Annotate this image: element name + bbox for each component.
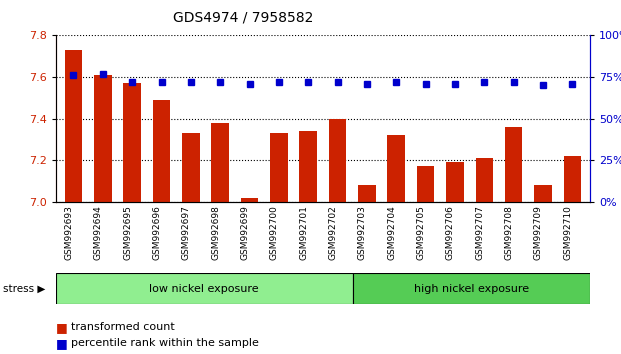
Bar xyxy=(534,185,552,202)
Bar xyxy=(94,75,112,202)
Bar xyxy=(476,158,493,202)
Text: GSM992702: GSM992702 xyxy=(329,205,338,260)
Text: GDS4974 / 7958582: GDS4974 / 7958582 xyxy=(173,11,313,25)
Text: high nickel exposure: high nickel exposure xyxy=(414,284,529,293)
Bar xyxy=(505,127,522,202)
Text: GSM992710: GSM992710 xyxy=(563,205,573,260)
Text: GSM992697: GSM992697 xyxy=(182,205,191,260)
Bar xyxy=(417,166,435,202)
Text: ■: ■ xyxy=(56,321,68,334)
Text: ■: ■ xyxy=(56,337,68,350)
Bar xyxy=(353,273,590,304)
Bar xyxy=(270,133,288,202)
Text: GSM992696: GSM992696 xyxy=(153,205,161,260)
Bar xyxy=(563,156,581,202)
Bar xyxy=(446,162,464,202)
Text: GSM992695: GSM992695 xyxy=(123,205,132,260)
Text: GSM992709: GSM992709 xyxy=(534,205,543,260)
Text: GSM992700: GSM992700 xyxy=(270,205,279,260)
Text: GSM992704: GSM992704 xyxy=(388,205,396,260)
Text: GSM992693: GSM992693 xyxy=(65,205,73,260)
Bar xyxy=(211,123,229,202)
Text: percentile rank within the sample: percentile rank within the sample xyxy=(71,338,260,348)
Text: GSM992701: GSM992701 xyxy=(299,205,308,260)
Text: GSM992705: GSM992705 xyxy=(417,205,425,260)
Bar xyxy=(241,198,258,202)
Text: GSM992706: GSM992706 xyxy=(446,205,455,260)
Bar xyxy=(56,273,353,304)
Bar xyxy=(182,133,200,202)
Bar xyxy=(299,131,317,202)
Bar xyxy=(329,119,347,202)
Text: transformed count: transformed count xyxy=(71,322,175,332)
Bar xyxy=(388,135,405,202)
Bar xyxy=(153,100,170,202)
Text: low nickel exposure: low nickel exposure xyxy=(150,284,259,293)
Text: GSM992699: GSM992699 xyxy=(240,205,250,260)
Bar xyxy=(358,185,376,202)
Bar xyxy=(124,83,141,202)
Text: GSM992707: GSM992707 xyxy=(475,205,484,260)
Text: GSM992703: GSM992703 xyxy=(358,205,367,260)
Text: GSM992708: GSM992708 xyxy=(505,205,514,260)
Text: GSM992694: GSM992694 xyxy=(94,205,103,260)
Text: GSM992698: GSM992698 xyxy=(211,205,220,260)
Bar xyxy=(65,50,83,202)
Text: stress ▶: stress ▶ xyxy=(3,284,45,293)
